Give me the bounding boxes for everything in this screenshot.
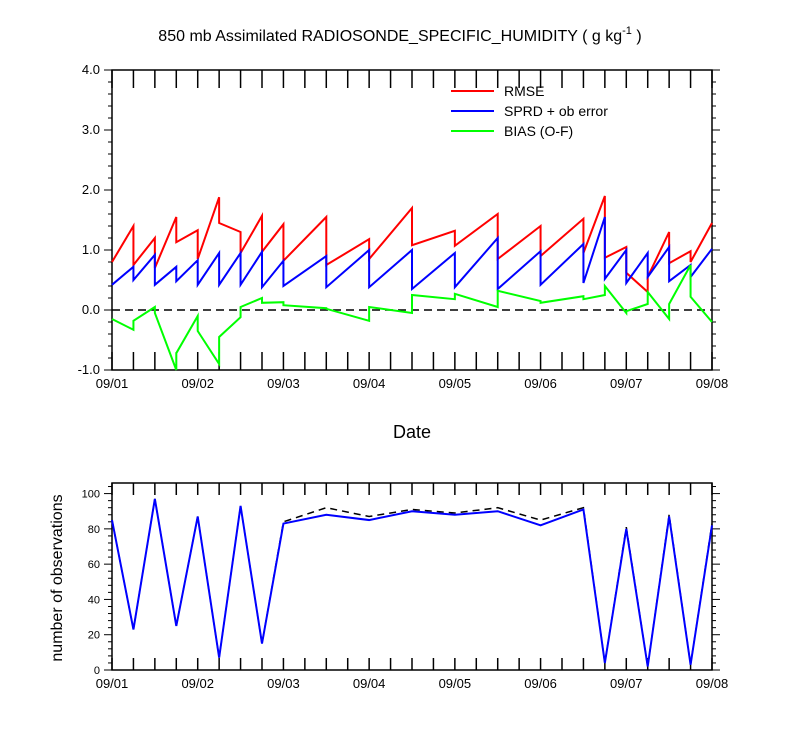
bottom-y-tick-label: 0 [94,665,100,677]
chart-title-superscript: -1 [622,25,632,37]
bottom-series [111,498,713,667]
bottom-x-tick-label: 09/07 [610,676,643,691]
chart-title: 850 mb Assimilated RADIOSONDE_SPECIFIC_H… [158,25,641,45]
bottom-x-tick-label: 09/02 [181,676,214,691]
top-y-tick-label: 3.0 [82,122,100,137]
top-series-line-sprd-ob-error [111,216,713,292]
bottom-x-tick-label: 09/06 [524,676,557,691]
bottom-x-tick-label: 09/04 [353,676,386,691]
top-x-tick-label: 09/07 [610,376,643,391]
bottom-x-tick-label: 09/05 [439,676,472,691]
top-series-line-rmse [111,195,713,295]
bottom-x-tick-label: 09/08 [696,676,729,691]
top-y-tick-label: 1.0 [82,242,100,257]
legend-label-2: BIAS (O-F) [504,123,573,139]
bottom-y-tick-labels: 0 20 40 60 80 100 [82,489,100,677]
top-series [111,195,713,371]
bottom-x-tick-label: 09/03 [267,676,300,691]
top-x-tick-label: 09/02 [181,376,214,391]
bottom-y-tick-label: 40 [88,594,100,606]
top-series-line-bias-o-f [111,264,713,371]
top-y-tick-label: 2.0 [82,182,100,197]
top-x-tick-label: 09/08 [696,376,729,391]
bottom-y-tick-label: 100 [82,489,100,501]
top-y-tick-label: -1.0 [78,362,100,377]
chart-title-end: ) [632,28,642,45]
bottom-y-tick-label: 60 [88,559,100,571]
top-y-tick-label: 0.0 [82,302,100,317]
top-x-axis-label: Date [393,422,431,442]
bottom-ticks [104,483,720,671]
top-y-tick-label: 4.0 [82,62,100,77]
bottom-series-line-possible [111,498,713,667]
top-x-tick-label: 09/05 [439,376,472,391]
legend-label-1: SPRD + ob error [504,103,608,119]
bottom-y-tick-label: 20 [88,630,100,642]
chart-title-main: 850 mb Assimilated RADIOSONDE_SPECIFIC_H… [158,28,622,45]
top-legend: RMSE SPRD + ob error BIAS (O-F) [451,83,608,139]
bottom-y-axis-label: number of observations [49,494,66,661]
legend-label-0: RMSE [504,83,544,99]
top-y-tick-labels: -1.0 0.0 1.0 2.0 3.0 4.0 [78,62,100,377]
bottom-chart: 09/01 09/02 09/03 09/04 09/05 09/06 09/07 09/08… [49,482,729,691]
bottom-series-line-used [111,498,713,667]
bottom-x-tick-labels: 09/01 09/02 09/03 09/04 09/05 09/06 09/07 09/08 [96,676,729,691]
top-chart: 09/01 09/02 09/03 09/04 09/05 09/06 09/07 09/08… [78,62,729,442]
bottom-x-tick-label: 09/01 [96,676,129,691]
bottom-y-tick-label: 80 [88,524,100,536]
top-x-tick-labels: 09/01 09/02 09/03 09/04 09/05 09/06 09/07 09/08 [96,376,729,391]
top-x-tick-label: 09/06 [524,376,557,391]
top-x-tick-label: 09/04 [353,376,386,391]
top-x-tick-label: 09/01 [96,376,129,391]
top-x-tick-label: 09/03 [267,376,300,391]
